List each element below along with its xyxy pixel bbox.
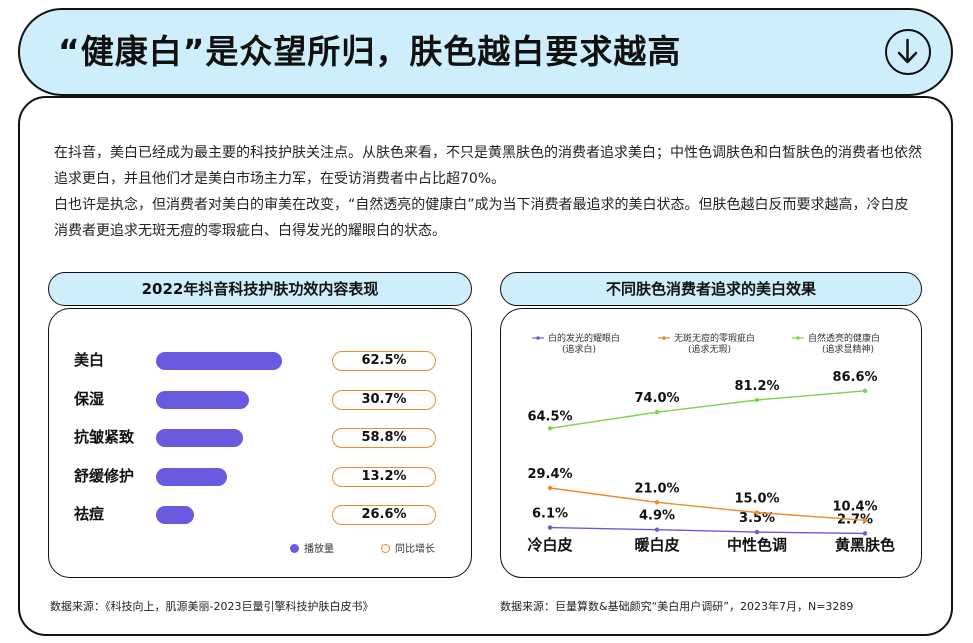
- data-point: [547, 525, 553, 530]
- legend-label: (追求无瑕): [688, 343, 731, 355]
- legend-label: 无斑无痘的零瑕疵白: [674, 332, 755, 344]
- x-tick-label: 冷白皮: [527, 536, 572, 554]
- data-label: 3.5%: [739, 511, 775, 526]
- left-panel-title: 2022年抖音科技护肤功效内容表现: [48, 272, 472, 306]
- data-label: 86.6%: [832, 370, 877, 385]
- data-point: [547, 426, 553, 431]
- data-point: [754, 510, 760, 515]
- left-source: 数据来源：《科技向上，肌源美丽-2023巨量引擎科技护肤白皮书》: [50, 600, 374, 613]
- data-label: 15.0%: [734, 492, 779, 507]
- intro-text: 在抖音，美白已经成为最主要的科技护肤关注点。从肤色来看，不只是黄黑肤色的消费者追…: [54, 140, 922, 244]
- data-point: [754, 397, 760, 403]
- growth-label: 62.5%: [332, 351, 436, 371]
- data-point: [547, 485, 553, 491]
- intro-paragraph-2: 白也许是执念，但消费者对美白的审美在改变，“自然透亮的健康白”成为当下消费者最追…: [54, 197, 909, 239]
- x-tick-label: 黄黑肤色: [835, 536, 895, 554]
- data-point: [754, 529, 760, 535]
- arrow-down-circle-icon[interactable]: [885, 29, 931, 75]
- legend-growth: 同比增长: [381, 540, 435, 555]
- data-point: [862, 388, 868, 393]
- data-label: 64.5%: [527, 409, 572, 424]
- data-label: 29.4%: [527, 467, 572, 482]
- title-bar: “健康白”是众望所归，肤色越白要求越高: [18, 8, 953, 96]
- data-label: 4.9%: [639, 509, 675, 524]
- legend-label: (追求显精神): [822, 343, 874, 355]
- data-point: [862, 518, 868, 523]
- category-label: 保湿: [74, 389, 105, 408]
- data-label: 6.1%: [532, 507, 568, 522]
- legend-label: 自然透亮的健康白: [808, 332, 880, 344]
- legend-marker: [536, 336, 540, 340]
- series-line: [549, 390, 866, 429]
- data-label: 21.0%: [634, 481, 679, 496]
- right-panel-title: 不同肤色消费者追求的美白效果: [500, 272, 922, 306]
- category-label: 抗皱紧致: [74, 428, 135, 446]
- growth-label: 26.6%: [332, 505, 436, 525]
- data-label: 10.4%: [832, 499, 877, 514]
- legend-label: (追求白): [562, 343, 596, 355]
- category-label: 舒缓修护: [74, 466, 135, 485]
- data-point: [862, 531, 868, 536]
- growth-label: 30.7%: [332, 389, 436, 410]
- legend-bar-label: 播放量: [304, 544, 334, 555]
- legend-bar-dot-icon: [290, 544, 299, 553]
- line-chart: 白的发光的耀眼白(追求白) 无斑无痘的零瑕疵白(追求无瑕) 自然透亮的健康白(追求显…: [527, 332, 895, 554]
- x-tick-label: 暖白皮: [634, 536, 679, 554]
- series-line: [549, 487, 866, 521]
- bar: [156, 390, 249, 409]
- legend-marker: [662, 336, 666, 340]
- legend-growth-label: 同比增长: [395, 544, 435, 555]
- series-line: [549, 526, 866, 535]
- data-point: [654, 410, 660, 415]
- bar: [156, 429, 243, 447]
- legend-growth-dot-icon: [381, 544, 390, 553]
- right-source: 数据来源：巨量算数&基础颜究“美白用户调研”，2023年7月，N=3289: [500, 600, 854, 613]
- bar: [156, 506, 194, 524]
- legend-label: 白的发光的耀眼白: [548, 332, 620, 344]
- growth-label: 58.8%: [332, 428, 436, 448]
- growth-label: 13.2%: [332, 466, 436, 487]
- data-point: [654, 500, 660, 505]
- category-label: 祛痘: [74, 505, 105, 523]
- page-title: “健康白”是众望所归，肤色越白要求越高: [58, 32, 682, 71]
- legend-bar: 播放量: [290, 540, 334, 555]
- legend-marker: [796, 336, 800, 340]
- data-label: 81.2%: [734, 379, 779, 394]
- data-label: 74.0%: [634, 391, 679, 406]
- data-point: [654, 527, 660, 532]
- x-tick-label: 中性色调: [727, 536, 787, 554]
- intro-paragraph-1: 在抖音，美白已经成为最主要的科技护肤关注点。从肤色来看，不只是黄黑肤色的消费者追…: [54, 145, 922, 187]
- category-label: 美白: [74, 351, 105, 369]
- bar: [156, 467, 227, 486]
- bar: [156, 352, 282, 370]
